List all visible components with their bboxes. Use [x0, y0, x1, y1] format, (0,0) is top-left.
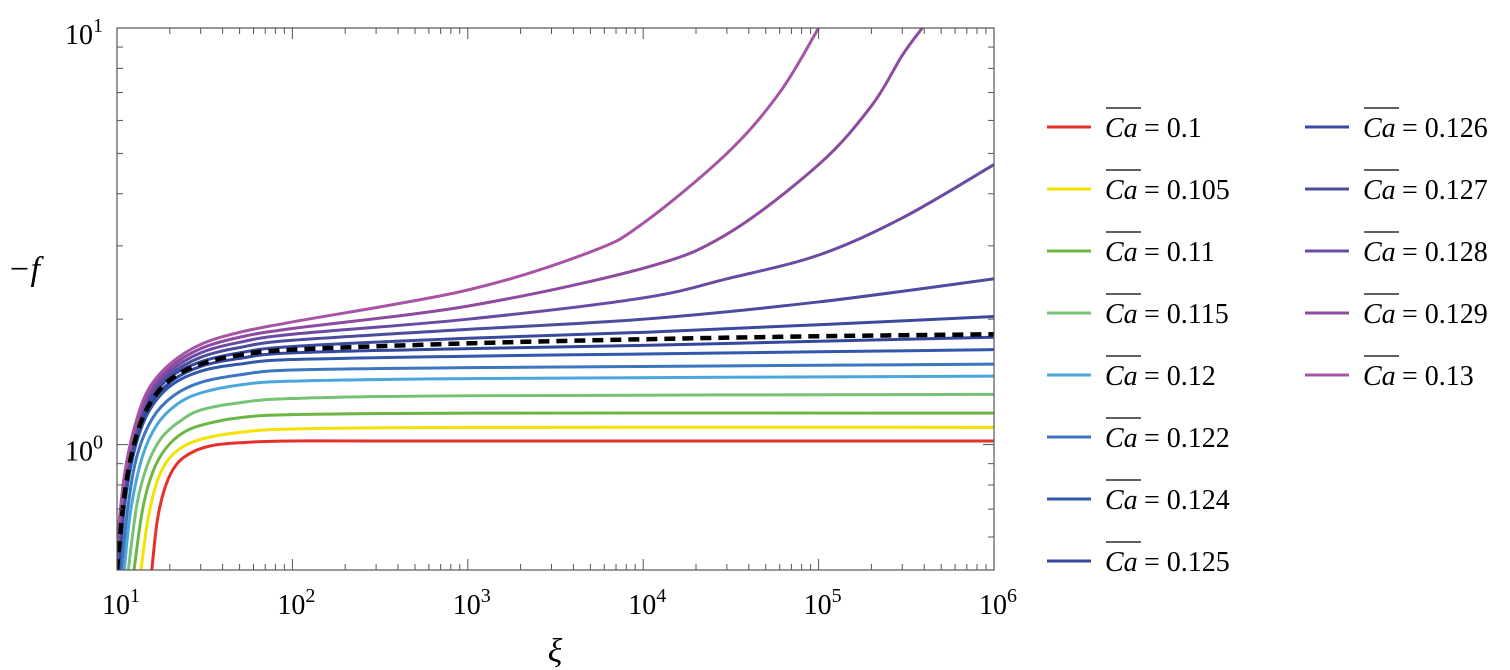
y-axis-label: −f — [8, 251, 45, 288]
legend-label: = 0.115 — [1144, 299, 1229, 330]
legend-item: Ca = 0.125 — [1047, 541, 1230, 578]
plot-frame — [116, 27, 995, 571]
legend-ca-symbol: Ca — [1105, 485, 1138, 516]
legend-item: Ca = 0.13 — [1305, 355, 1474, 392]
legend-item: Ca = 0.127 — [1305, 169, 1488, 206]
legend-ca-symbol: Ca — [1105, 361, 1138, 392]
y-tick-labels: 100 101 — [65, 15, 103, 468]
x-tick-label: 104 — [628, 585, 666, 621]
legend-item: Ca = 0.124 — [1047, 479, 1230, 516]
legend-ca-symbol: Ca — [1363, 175, 1396, 206]
legend-label: = 0.128 — [1402, 237, 1488, 268]
legend-label: = 0.125 — [1144, 547, 1230, 578]
series-line-ca-0-13 — [117, 28, 820, 544]
legend-item: Ca = 0.11 — [1047, 231, 1215, 268]
legend-ca-symbol: Ca — [1105, 299, 1138, 330]
legend-ca-symbol: Ca — [1105, 175, 1138, 206]
series-line-ca-0-105 — [139, 425, 994, 570]
legend-label: = 0.129 — [1402, 299, 1488, 330]
legend-ca-symbol: Ca — [1105, 113, 1138, 144]
legend-ca-symbol: Ca — [1363, 237, 1396, 268]
legend-item: Ca = 0.105 — [1047, 169, 1230, 206]
series-line-dashed — [117, 332, 994, 570]
legend-label: = 0.11 — [1144, 237, 1215, 268]
legend-label: = 0.124 — [1144, 485, 1230, 516]
series-line-ca-0-11 — [132, 411, 994, 570]
legend-item: Ca = 0.129 — [1305, 293, 1488, 330]
x-tick-label: 105 — [804, 585, 842, 621]
legend-ca-symbol: Ca — [1363, 361, 1396, 392]
tick-layer — [116, 27, 995, 571]
legend-item: Ca = 0.122 — [1047, 417, 1230, 454]
series-line-ca-0-129 — [117, 28, 924, 550]
y-tick-label: 101 — [65, 15, 103, 51]
legend-ca-symbol: Ca — [1363, 113, 1396, 144]
legend-item: Ca = 0.128 — [1305, 231, 1488, 268]
y-tick-label: 100 — [65, 432, 103, 468]
legend-ca-symbol: Ca — [1363, 299, 1396, 330]
x-tick-labels: 101 102 103 104 105 106 — [102, 585, 1017, 621]
legend-item: Ca = 0.115 — [1047, 293, 1229, 330]
series-line-ca-0-12 — [122, 374, 994, 570]
series-line-ca-0-1 — [150, 439, 994, 570]
legend-label: = 0.12 — [1144, 361, 1216, 392]
series-line-ca-0-122 — [119, 362, 994, 570]
legend-ca-symbol: Ca — [1105, 547, 1138, 578]
x-tick-label: 103 — [453, 585, 491, 621]
legend-label: = 0.1 — [1144, 113, 1202, 144]
legend-ca-symbol: Ca — [1105, 237, 1138, 268]
legend-ca-symbol: Ca — [1105, 423, 1138, 454]
legend-label: = 0.122 — [1144, 423, 1230, 454]
legend-item: Ca = 0.1 — [1047, 107, 1202, 144]
legend-item: Ca = 0.126 — [1305, 107, 1488, 144]
series-layer — [117, 28, 994, 570]
x-tick-label: 101 — [102, 585, 140, 621]
legend-label: = 0.126 — [1402, 113, 1488, 144]
x-tick-label: 106 — [979, 585, 1017, 621]
legend-label: = 0.127 — [1402, 175, 1488, 206]
legend-item: Ca = 0.12 — [1047, 355, 1216, 392]
legend-label: = 0.13 — [1402, 361, 1474, 392]
x-tick-label: 102 — [277, 585, 315, 621]
series-line-ca-0-128 — [117, 163, 994, 557]
legend-label: = 0.105 — [1144, 175, 1230, 206]
x-axis-label: ξ — [548, 633, 563, 670]
series-line-ca-0-115 — [126, 392, 994, 570]
